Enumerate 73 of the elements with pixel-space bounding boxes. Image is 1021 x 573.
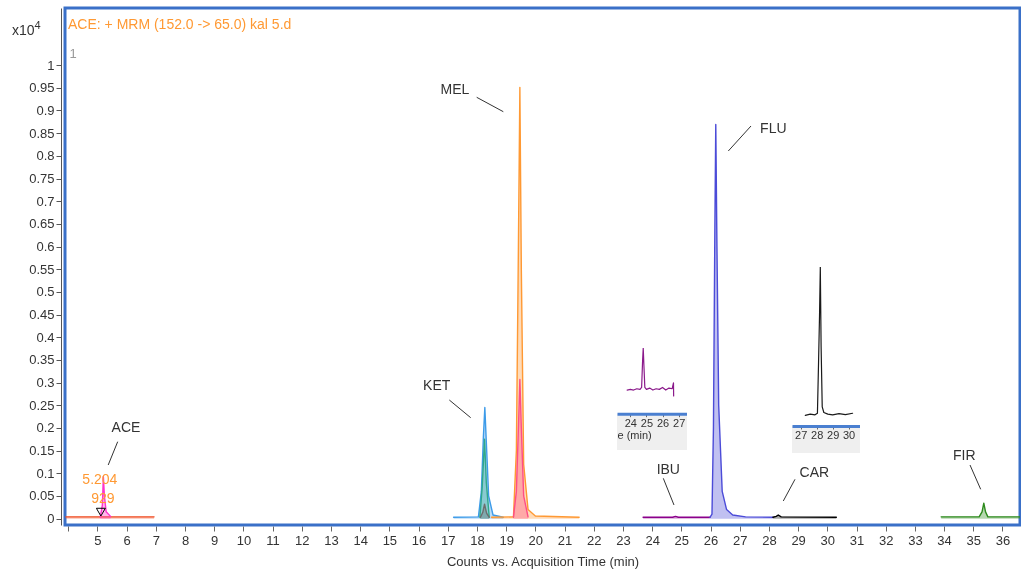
y-tick-label: 1 [47,57,55,73]
x-tick-label: 30 [820,532,836,548]
x-tick-label: 25 [640,417,653,430]
annotation: 1 [69,46,77,61]
x-tick-label: 17 [441,532,456,548]
y-tick-label: 0.1 [36,465,55,481]
y-tick-label: 0.65 [29,216,55,232]
x-axis-title: e (min) [617,429,652,442]
x-tick-label: 22 [587,532,602,548]
x-tick-label: 26 [703,532,719,548]
x-tick-label: 13 [324,532,339,548]
x-tick-label: 7 [152,532,160,548]
x-tick-label: 6 [123,532,131,548]
x-tick-label: 27 [732,532,748,548]
x-tick-label: 9 [211,532,219,548]
x-tick-label: 14 [353,532,368,548]
x-tick-label: 5 [94,532,102,548]
y-tick-label: 0.75 [29,171,55,187]
annotation: FIR [953,446,976,463]
x-tick-label: 8 [181,532,190,548]
y-axis-title: x10$^{4}$ [12,19,41,38]
x-tick-label: 29 [826,429,839,442]
x-tick-label: 28 [810,429,823,442]
y-tick-label: 0.45 [29,307,55,323]
x-tick-label: 34 [937,532,952,548]
annotation: MEL [440,81,470,97]
x-tick-label: 30 [842,429,855,442]
y-tick-label: 0.2 [36,420,55,436]
annotation: IBU [656,461,680,477]
x-tick-label: 19 [499,532,514,548]
annotation: KET [423,377,451,393]
x-tick-label: 36 [995,532,1011,548]
y-tick-label: 0.8 [36,148,55,164]
x-tick-label: 33 [908,532,923,548]
y-tick-label: 0.3 [36,375,55,391]
y-tick-label: 0.7 [36,193,55,209]
x-tick-label: 26 [656,417,669,430]
x-tick-label: 16 [411,532,427,548]
x-tick-label: 12 [295,532,310,548]
y-tick-label: 0.85 [29,125,55,141]
x-tick-label: 29 [791,532,806,548]
x-tick-label: 24 [624,417,637,430]
y-tick-label: 0.05 [29,488,55,504]
y-tick-label: 0.4 [36,329,55,345]
y-tick-label: 0.9 [36,102,55,118]
text: ACE: + MRM (152.0 -> 65.0) kal 5.d [68,16,292,32]
x-tick-label: 25 [674,532,690,548]
x-tick-label: 18 [470,532,485,548]
y-tick-label: 0.15 [29,443,55,459]
x-tick-label: 35 [966,532,982,548]
annotation: FLU [760,120,787,137]
y-tick-label: 0.6 [36,239,55,255]
y-tick-label: 0.5 [36,284,55,300]
x-tick-label: 20 [528,532,544,548]
y-tick-label: 0.35 [29,352,55,368]
x-tick-label: 15 [382,532,398,548]
x-tick-label: 28 [762,532,777,548]
y-tick-label: 0.95 [29,80,55,96]
annotation: CAR [799,463,830,480]
y-tick-label: 0 [47,511,55,527]
x-tick-label: 10 [236,532,252,548]
x-tick-label: 24 [645,532,660,548]
y-tick-label: 0.25 [29,397,55,413]
x-tick-label: 27 [794,429,807,442]
x-tick-label: 27 [672,417,685,430]
x-tick-label: 31 [849,532,865,548]
x-tick-label: 21 [557,532,573,548]
x-tick-label: 11 [266,532,280,548]
x-tick-label: 23 [616,532,631,548]
x-tick-label: 32 [878,532,894,548]
y-tick-label: 0.55 [29,261,55,277]
x-axis-title: Counts vs. Acquisition Time (min) [446,553,640,569]
annotation: ACE [111,419,141,435]
